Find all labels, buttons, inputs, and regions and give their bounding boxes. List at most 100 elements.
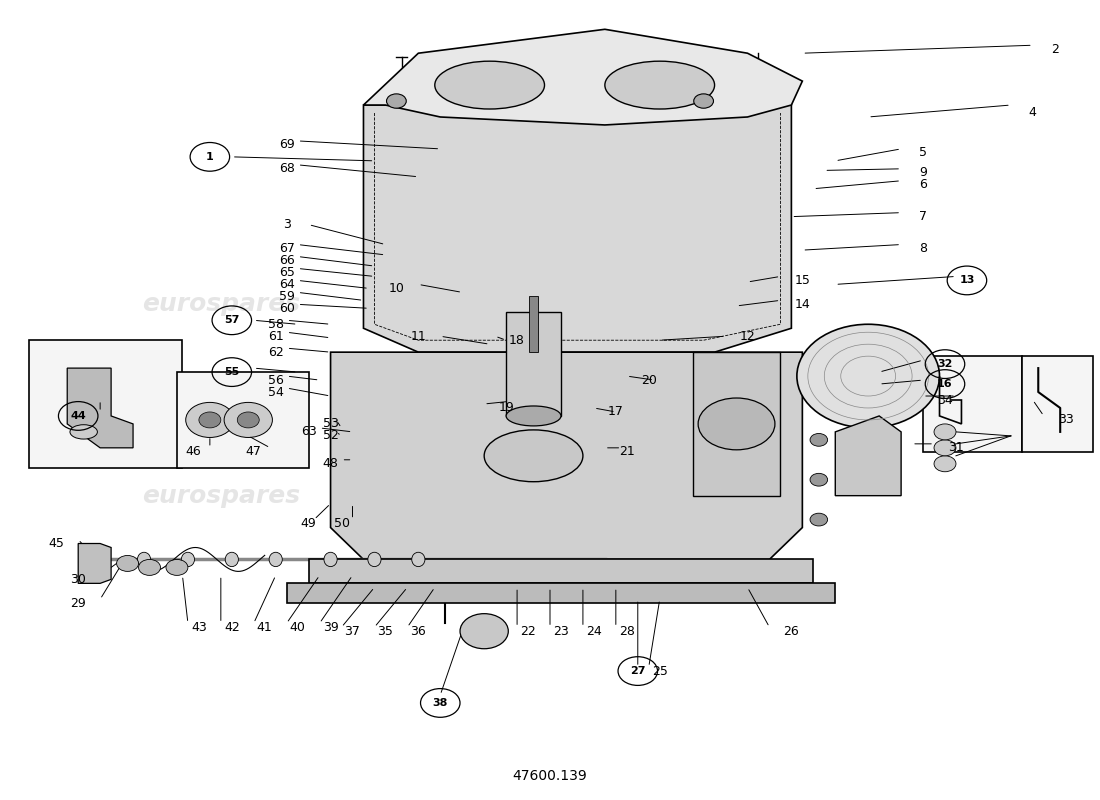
Polygon shape [67, 368, 133, 448]
Bar [529, 296, 538, 352]
Circle shape [166, 559, 188, 575]
Text: 66: 66 [278, 254, 295, 267]
Circle shape [934, 456, 956, 472]
Text: 47: 47 [245, 446, 262, 458]
Ellipse shape [367, 552, 381, 566]
Text: 5: 5 [920, 146, 927, 159]
Circle shape [810, 474, 827, 486]
Circle shape [796, 324, 939, 428]
Text: 15: 15 [794, 274, 811, 287]
Text: eurospares: eurospares [581, 484, 739, 508]
Circle shape [199, 412, 221, 428]
Text: 59: 59 [278, 290, 295, 303]
Circle shape [386, 94, 406, 108]
Text: 35: 35 [377, 625, 394, 638]
Text: 19: 19 [498, 402, 514, 414]
Text: 34: 34 [937, 394, 953, 406]
Text: 47600.139: 47600.139 [513, 769, 587, 782]
Text: 39: 39 [322, 621, 339, 634]
Circle shape [460, 614, 508, 649]
Ellipse shape [506, 406, 561, 426]
Text: eurospares: eurospares [581, 292, 739, 316]
Text: 60: 60 [278, 302, 295, 315]
Ellipse shape [138, 552, 151, 566]
Text: 22: 22 [520, 625, 536, 638]
Text: 30: 30 [70, 573, 86, 586]
Text: 54: 54 [267, 386, 284, 398]
Circle shape [934, 440, 956, 456]
Text: 46: 46 [186, 446, 201, 458]
Polygon shape [363, 105, 791, 352]
Text: 67: 67 [278, 242, 295, 255]
Text: 48: 48 [322, 458, 339, 470]
Circle shape [238, 412, 260, 428]
Ellipse shape [182, 552, 195, 566]
Text: 41: 41 [256, 621, 273, 634]
Text: 69: 69 [278, 138, 295, 151]
Polygon shape [331, 352, 802, 559]
FancyBboxPatch shape [29, 340, 183, 468]
Text: 63: 63 [300, 426, 317, 438]
Text: 32: 32 [937, 359, 953, 369]
Text: 8: 8 [920, 242, 927, 255]
Text: 11: 11 [410, 330, 426, 342]
Text: eurospares: eurospares [142, 484, 300, 508]
Circle shape [139, 559, 161, 575]
Ellipse shape [226, 552, 239, 566]
Text: 25: 25 [652, 665, 668, 678]
Text: 53: 53 [322, 418, 339, 430]
Ellipse shape [698, 398, 774, 450]
Polygon shape [287, 583, 835, 603]
Text: 3: 3 [283, 218, 290, 231]
Ellipse shape [605, 61, 715, 109]
Text: 31: 31 [948, 442, 964, 454]
FancyBboxPatch shape [1022, 356, 1093, 452]
Text: 38: 38 [432, 698, 448, 708]
Text: 45: 45 [48, 537, 64, 550]
FancyBboxPatch shape [177, 372, 309, 468]
Text: 6: 6 [920, 178, 927, 191]
Text: 10: 10 [388, 282, 405, 295]
Polygon shape [78, 543, 111, 583]
Text: 55: 55 [224, 367, 240, 377]
Ellipse shape [434, 61, 544, 109]
Text: 28: 28 [619, 625, 635, 638]
Text: 27: 27 [630, 666, 646, 676]
Text: 50: 50 [333, 517, 350, 530]
Text: 1: 1 [206, 152, 213, 162]
Text: 4: 4 [1028, 106, 1036, 119]
Ellipse shape [411, 552, 425, 566]
Text: 37: 37 [344, 625, 361, 638]
Polygon shape [363, 30, 802, 125]
Text: 52: 52 [322, 430, 339, 442]
Ellipse shape [70, 425, 98, 439]
Ellipse shape [324, 552, 337, 566]
Text: 26: 26 [783, 625, 800, 638]
Circle shape [186, 402, 234, 438]
Text: 56: 56 [267, 374, 284, 386]
Text: 33: 33 [1058, 414, 1074, 426]
Text: 61: 61 [267, 330, 284, 342]
Circle shape [224, 402, 273, 438]
Circle shape [934, 424, 956, 440]
Text: 58: 58 [267, 318, 284, 330]
Circle shape [810, 434, 827, 446]
Circle shape [810, 514, 827, 526]
Text: 18: 18 [509, 334, 525, 346]
Text: 68: 68 [278, 162, 295, 175]
Text: 17: 17 [608, 406, 624, 418]
Text: 65: 65 [278, 266, 295, 279]
Text: 36: 36 [410, 625, 426, 638]
Ellipse shape [270, 552, 283, 566]
Text: 21: 21 [619, 446, 635, 458]
Text: 64: 64 [278, 278, 295, 291]
Polygon shape [309, 559, 813, 583]
Text: 43: 43 [191, 621, 207, 634]
Text: 16: 16 [937, 379, 953, 389]
Text: 40: 40 [289, 621, 306, 634]
Text: 2: 2 [1050, 42, 1058, 56]
Text: 9: 9 [920, 166, 927, 179]
Text: 23: 23 [553, 625, 569, 638]
Text: 13: 13 [959, 275, 975, 286]
Circle shape [117, 555, 139, 571]
